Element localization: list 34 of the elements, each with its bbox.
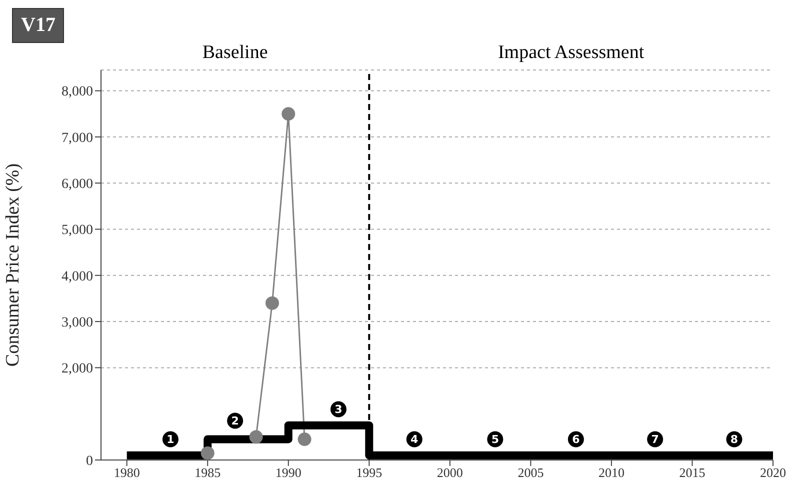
point — [200, 446, 214, 460]
x-tick-label: 2005 — [518, 465, 544, 480]
x-tick-label: 1985 — [194, 465, 221, 480]
annotation: 5 — [491, 433, 499, 446]
x-tick-label: 2020 — [760, 465, 786, 480]
x-tick-label: 2015 — [679, 465, 706, 480]
annotation: 7 — [651, 433, 659, 446]
x-tick-label: 2000 — [436, 465, 463, 480]
y-tick-label: 6,000 — [62, 177, 93, 192]
x-tick-label: 1980 — [114, 465, 140, 480]
point — [282, 107, 296, 121]
point — [298, 432, 312, 446]
point — [265, 296, 279, 310]
annotation: 3 — [334, 403, 342, 416]
annotation: 1 — [166, 433, 174, 446]
annotation: 2 — [231, 414, 239, 428]
x-tick-label: 1990 — [275, 465, 302, 480]
chart-title: V17 — [12, 8, 64, 43]
point — [249, 430, 263, 444]
y-tick-label: 2,000 — [62, 362, 93, 377]
text: Baseline — [201, 42, 269, 64]
text: Impact Assessment — [496, 42, 646, 64]
y-tick-label: 4,000 — [62, 269, 93, 284]
x-tick-label: 1995 — [356, 465, 382, 480]
annotation: 8 — [730, 433, 738, 446]
x-tick-label: 2010 — [598, 465, 624, 480]
annotation: 4 — [410, 433, 419, 446]
y-tick-label: 3,000 — [62, 316, 93, 331]
y-tick-label: 7,000 — [62, 130, 93, 146]
y-tick-label: 0 — [86, 454, 93, 469]
annotation: 6 — [572, 433, 580, 446]
y-tick-label: 5,000 — [62, 223, 93, 238]
y-tick-label: 8,000 — [62, 84, 93, 100]
y-axis-title: Consumer Price Index (%) — [2, 163, 24, 367]
